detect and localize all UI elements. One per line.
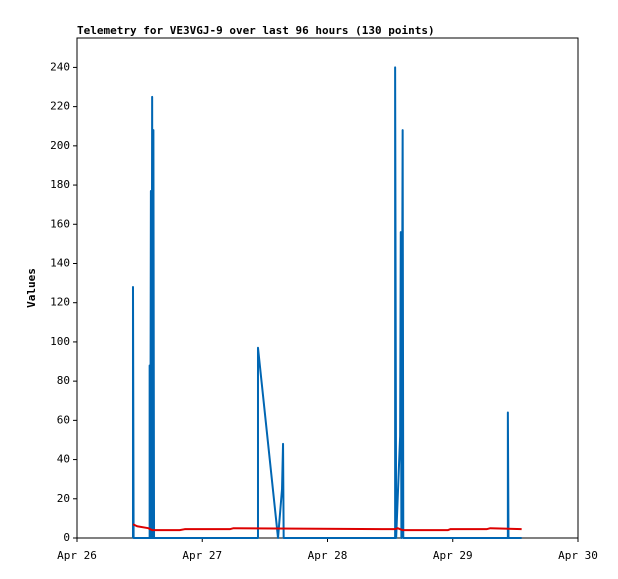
y-tick-label: 100 — [50, 335, 70, 348]
y-tick-label: 140 — [50, 256, 70, 269]
series-line — [132, 523, 522, 532]
x-tick-label: Apr 27 — [182, 549, 222, 562]
y-tick-label: 20 — [57, 492, 70, 505]
x-tick-label: Apr 26 — [57, 549, 97, 562]
y-tick-label: 60 — [57, 413, 70, 426]
y-tick-label: 80 — [57, 374, 70, 387]
x-tick-label: Apr 30 — [558, 549, 598, 562]
x-tick-label: Apr 28 — [308, 549, 348, 562]
y-tick-label: 0 — [63, 531, 70, 544]
y-tick-label: 160 — [50, 217, 70, 230]
y-tick-label: 240 — [50, 60, 70, 73]
y-axis-label: Values — [25, 268, 38, 308]
y-tick-label: 180 — [50, 178, 70, 191]
chart-title: Telemetry for VE3VGJ-9 over last 96 hour… — [77, 24, 435, 37]
x-tick-label: Apr 29 — [433, 549, 473, 562]
y-tick-label: 40 — [57, 453, 70, 466]
y-tick-label: 200 — [50, 139, 70, 152]
y-tick-label: 120 — [50, 296, 70, 309]
y-tick-label: 220 — [50, 100, 70, 113]
series-line — [131, 66, 522, 539]
